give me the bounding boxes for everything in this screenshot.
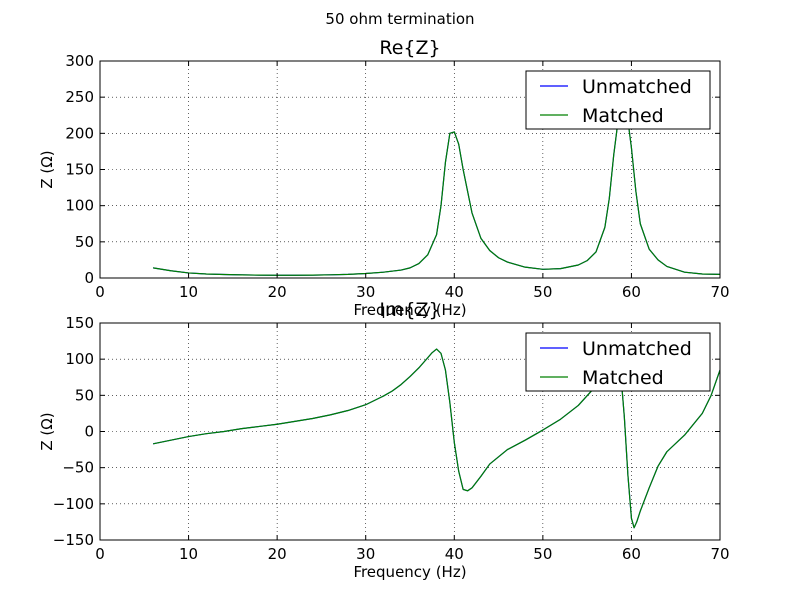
x-tick-label: 10 (179, 283, 198, 301)
series-line-matched (153, 109, 720, 276)
x-axis-label: Frequency (Hz) (353, 563, 466, 581)
legend-label-unmatched: Unmatched (582, 76, 692, 98)
x-tick-label: 50 (533, 283, 552, 301)
y-tick-label: 0 (84, 423, 94, 441)
y-tick-label: 150 (65, 314, 94, 332)
y-axis-label: Z (Ω) (38, 150, 56, 188)
re-z-panel: 0 10 20 30 40 50 60 70 0 50 100 150 200 250 300 Re{Z} Fr… (38, 37, 730, 319)
y-tick-label: 100 (65, 197, 94, 215)
series-line-unmatched (153, 109, 720, 276)
legend-label-matched: Matched (582, 367, 664, 389)
y-tick-label: 150 (65, 161, 94, 179)
x-tick-label: 60 (622, 545, 641, 563)
im-z-panel: 0 10 20 30 40 50 60 70 −150 −100 −50 0 50 100 150 Im{Z}… (38, 299, 730, 581)
figure-suptitle: 50 ohm termination (325, 10, 474, 28)
x-tick-label: 50 (533, 545, 552, 563)
y-tick-label: −100 (53, 495, 94, 513)
y-tick-label: 0 (84, 269, 94, 287)
x-tick-label: 70 (710, 545, 729, 563)
x-tick-label: 20 (268, 545, 287, 563)
plot-title: Re{Z} (379, 37, 440, 59)
y-tick-label: 50 (75, 386, 94, 404)
x-tick-label: 40 (445, 545, 464, 563)
series-lines (153, 109, 720, 276)
plot-title: Im{Z} (379, 299, 440, 321)
x-tick-label: 60 (622, 283, 641, 301)
legend: Unmatched Matched (525, 70, 711, 130)
y-tick-label: 300 (65, 52, 94, 70)
y-tick-label: 200 (65, 124, 94, 142)
y-tick-label: 250 (65, 88, 94, 106)
x-tick-label: 10 (179, 545, 198, 563)
x-tick-label: 30 (356, 283, 375, 301)
legend-box (525, 70, 711, 130)
y-axis-label: Z (Ω) (38, 412, 56, 450)
x-tick-label: 30 (356, 545, 375, 563)
series-line-matched (153, 348, 720, 529)
y-tick-label: 50 (75, 233, 94, 251)
x-axis-label: Frequency (Hz) (353, 301, 466, 319)
x-tick-label: 20 (268, 283, 287, 301)
legend-box (525, 332, 711, 392)
y-tick-label: 100 (65, 350, 94, 368)
series-lines (153, 348, 720, 529)
y-tick-label: −50 (62, 459, 94, 477)
x-tick-label: 0 (95, 545, 105, 563)
legend-label-matched: Matched (582, 105, 664, 127)
x-tick-label: 40 (445, 283, 464, 301)
y-tick-label: −150 (53, 531, 94, 549)
x-tick-label: 0 (95, 283, 105, 301)
legend: Unmatched Matched (525, 332, 711, 392)
legend-label-unmatched: Unmatched (582, 338, 692, 360)
x-tick-label: 70 (710, 283, 729, 301)
